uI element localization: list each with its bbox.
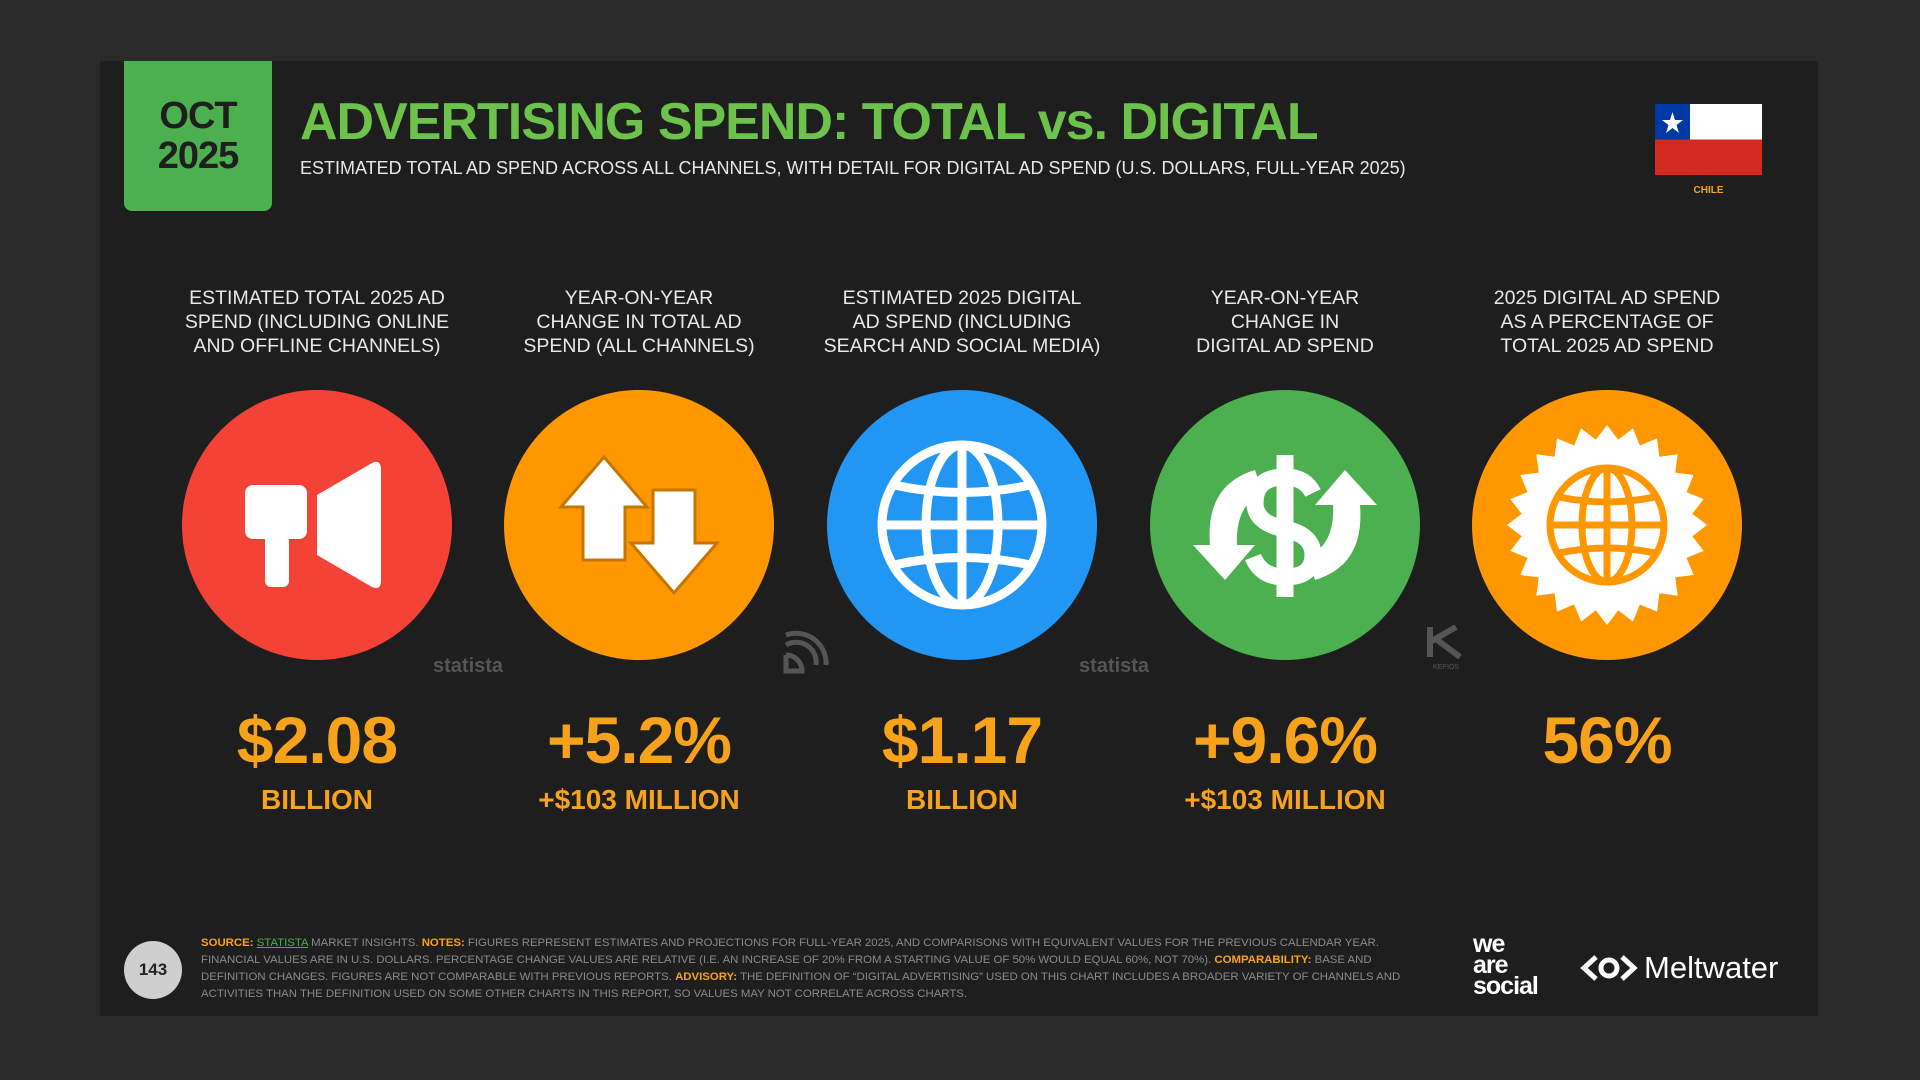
label-line: AD SPEND (INCLUDING: [852, 311, 1072, 333]
comparability-label: COMPARABILITY:: [1214, 954, 1312, 966]
stat-label: ESTIMATED 2025 DIGITAL AD SPEND (INCLUDIN…: [812, 286, 1112, 358]
datareportal-logo: [783, 630, 829, 674]
notes-label: NOTES:: [421, 937, 465, 949]
source-logo: statista: [433, 655, 504, 677]
stat-unit: BILLION: [906, 784, 1018, 815]
source-label: SOURCE:: [201, 937, 254, 949]
label-line: SPEND (ALL CHANNELS): [523, 335, 755, 357]
kepios-logo: KEPIOS: [1432, 664, 1460, 671]
brand-word: we: [1473, 930, 1505, 958]
label-line: SEARCH AND SOCIAL MEDIA): [823, 335, 1101, 357]
stat-unit: BILLION: [261, 784, 373, 815]
date-badge: OCT 2025: [124, 61, 272, 211]
label-line: SPEND (INCLUDING ONLINE: [184, 311, 450, 333]
icon: [827, 390, 1097, 660]
brand-word: are: [1473, 951, 1509, 979]
brand-word: social: [1473, 972, 1539, 1000]
stat: ESTIMATED 2025 DIGITAL AD SPEND (INCLUDIN…: [812, 286, 1112, 816]
notes-text: FIGURES REPRESENT ESTIMATES AND PROJECTI…: [201, 937, 1379, 966]
advisory-text: THE DEFINITION OF “DIGITAL ADVERTISING” …: [201, 971, 1401, 1000]
label-line: YEAR-ON-YEAR: [564, 287, 714, 309]
label-line: AS A PERCENTAGE OF: [1500, 311, 1714, 333]
label-line: YEAR-ON-YEAR: [1210, 287, 1360, 309]
source-link[interactable]: STATISTA: [256, 937, 308, 949]
stat-label: ESTIMATED TOTAL 2025 AD SPEND (INCLUDING …: [167, 286, 467, 358]
label-line: CHANGE IN: [1230, 311, 1340, 333]
date-year: 2025: [157, 135, 240, 177]
label-line: TOTAL 2025 AD SPEND: [1500, 335, 1714, 357]
label-line: DIGITAL AD SPEND: [1196, 335, 1374, 357]
stat: YEAR-ON-YEAR CHANGE IN DIGITAL AD SPEND +9…: [1135, 286, 1435, 816]
stat-label: YEAR-ON-YEAR CHANGE IN TOTAL AD SPEND (ALL…: [489, 286, 789, 358]
stat-unit: +$103 MILLION: [538, 784, 740, 815]
flag: [1655, 104, 1762, 175]
date-month: OCT: [159, 95, 237, 137]
stat-value: 56%: [1542, 703, 1672, 777]
meltwater-mark: [1580, 955, 1638, 981]
label-line: ESTIMATED TOTAL 2025 AD: [189, 287, 445, 309]
advisory-label: ADVISORY:: [675, 971, 738, 983]
subtitle: ESTIMATED TOTAL AD SPEND ACROSS ALL CHAN…: [300, 158, 1406, 178]
icon: [1150, 390, 1420, 660]
brand-name: Meltwater: [1644, 950, 1779, 985]
title: ADVERTISING SPEND: TOTAL vs. DIGITAL: [300, 93, 1319, 151]
label-line: ESTIMATED 2025 DIGITAL: [842, 287, 1082, 309]
icon: [504, 390, 774, 660]
stat-label: YEAR-ON-YEAR CHANGE IN DIGITAL AD SPEND: [1135, 286, 1435, 358]
stat: ESTIMATED TOTAL 2025 AD SPEND (INCLUDING …: [167, 286, 467, 816]
label-line: AND OFFLINE CHANNELS): [193, 335, 441, 357]
icon: [182, 390, 452, 660]
icon: [1472, 390, 1742, 660]
stat-value: $1.17: [881, 703, 1043, 777]
source-logo: statista: [1079, 655, 1150, 677]
stat-value: $2.08: [236, 703, 398, 777]
stat: 2025 DIGITAL AD SPEND AS A PERCENTAGE OF T…: [1457, 286, 1757, 778]
page-number: 143: [124, 941, 182, 999]
kepios-mark: [1427, 625, 1462, 659]
label-line: 2025 DIGITAL AD SPEND: [1493, 287, 1721, 309]
stat-label: 2025 DIGITAL AD SPEND AS A PERCENTAGE OF T…: [1457, 286, 1757, 358]
we-are-social-logo: we are social: [1473, 930, 1539, 1000]
stat-unit: +$103 MILLION: [1184, 784, 1386, 815]
country: CHILE: [1693, 185, 1724, 196]
meltwater-logo: Meltwater: [1580, 950, 1778, 986]
label-line: CHANGE IN TOTAL AD: [536, 311, 742, 333]
stat: YEAR-ON-YEAR CHANGE IN TOTAL AD SPEND (ALL…: [489, 286, 789, 816]
stat-value: +9.6%: [1193, 703, 1378, 777]
footer-notes: SOURCE: STATISTA MARKET INSIGHTS. NOTES:…: [201, 935, 1431, 1003]
comparability-text: BASE AND DEFINITION CHANGES. FIGURES ARE…: [201, 954, 1372, 983]
source-text: MARKET INSIGHTS.: [311, 937, 419, 949]
stat-value: +5.2%: [547, 703, 732, 777]
